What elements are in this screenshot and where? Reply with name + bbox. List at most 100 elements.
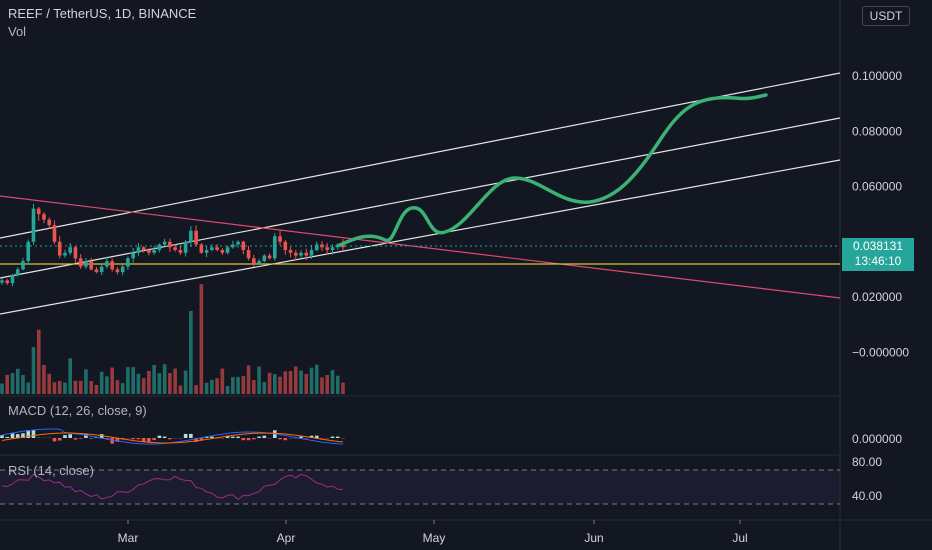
volume-group (0, 284, 345, 394)
rsi-band (0, 470, 840, 504)
candle-body (120, 266, 125, 273)
candle-body (26, 241, 31, 262)
macd-histogram-bar (283, 438, 288, 441)
candle-body (288, 250, 293, 253)
candle-body (320, 244, 324, 248)
volume-bar (89, 381, 93, 394)
volume-bar (136, 373, 141, 394)
volume-bar (157, 373, 162, 394)
macd-histogram-bar (335, 436, 340, 438)
volume-bar (47, 373, 52, 394)
macd-histogram-bar (84, 434, 88, 438)
candles-group (0, 203, 345, 287)
last-price-value: 0.038131 (852, 239, 904, 253)
candle-body (293, 252, 298, 256)
candle-body (241, 241, 246, 251)
macd-histogram-bar (5, 436, 10, 438)
candle-body (278, 236, 282, 242)
macd-histogram-bar (168, 438, 172, 440)
candle-body (162, 241, 167, 245)
candle-body (304, 252, 309, 256)
candle-body (335, 244, 340, 248)
macd-histogram-bar (309, 435, 314, 438)
time-axis: Mar Apr May Jun Jul (118, 520, 748, 545)
macd-histogram-bar (68, 434, 72, 438)
candle-body (94, 269, 99, 273)
candle-body (273, 236, 277, 259)
macd-histogram-bar (231, 436, 235, 438)
volume-bar (309, 367, 314, 394)
bar-countdown: 13:46:10 (854, 254, 902, 268)
macd-histogram-bar (115, 438, 120, 442)
candle-body (325, 247, 330, 251)
time-axis-tick: Jun (584, 531, 603, 545)
candle-body (204, 250, 209, 253)
volume-bar (236, 376, 240, 394)
time-axis-tick: Mar (118, 531, 139, 545)
volume-bar (288, 371, 293, 394)
rsi-axis-tick: 80.00 (852, 455, 882, 469)
volume-bar (94, 384, 99, 394)
rsi-axis-tick: 40.00 (852, 489, 882, 503)
macd-label: MACD (12, 26, close, 9) (8, 403, 147, 418)
candle-body (31, 208, 36, 242)
currency-button[interactable]: USDT (862, 6, 910, 26)
candle-body (147, 250, 151, 253)
volume-bar (246, 365, 251, 394)
macd-histogram-bar (257, 436, 261, 438)
macd-histogram-bar (136, 438, 141, 440)
candle-body (299, 252, 303, 256)
volume-bar (0, 383, 4, 394)
volume-bar (110, 367, 114, 394)
volume-bar (304, 374, 309, 394)
macd-histogram-bar (183, 433, 188, 438)
macd-histogram-bar (141, 438, 146, 442)
macd-histogram-bar (15, 434, 20, 438)
volume-bar (52, 382, 57, 394)
volume-bar (293, 366, 298, 394)
candle-body (252, 258, 256, 264)
last-price-tag: 0.038131 13:46:10 (842, 238, 914, 271)
candle-body (189, 230, 193, 242)
macd-histogram-bar (131, 438, 135, 440)
candle-body (215, 247, 219, 251)
volume-bar (168, 373, 172, 394)
volume-bar (78, 380, 83, 394)
macd-histogram-bar (73, 438, 78, 440)
volume-bar (199, 284, 204, 394)
candle-body (225, 247, 230, 253)
candle-body (283, 241, 288, 251)
candle-body (84, 261, 88, 267)
candle-body (141, 247, 146, 251)
macd-histogram-bar (194, 438, 198, 442)
time-axis-tick: Apr (277, 531, 296, 545)
volume-bar (120, 383, 125, 394)
macd-histogram-bar (241, 438, 246, 441)
volume-bar (225, 385, 230, 394)
volume-bar (204, 382, 209, 394)
candle-body (10, 274, 15, 284)
volume-bar (115, 380, 120, 394)
macd-histogram-bar (246, 438, 251, 441)
macd-histogram-bar (210, 436, 214, 438)
macd-histogram-bar (0, 435, 4, 438)
volume-bar (210, 379, 214, 394)
macd-histogram-bar (299, 436, 303, 438)
volume-bar (10, 373, 15, 394)
volume-bar (189, 310, 193, 394)
volume-bar (299, 370, 303, 394)
candle-body (157, 244, 162, 251)
volume-bar (26, 382, 31, 394)
volume-bar (42, 364, 46, 394)
candle-body (183, 241, 188, 253)
candle-body (199, 244, 204, 253)
volume-bar (257, 366, 261, 394)
macd-histogram-bar (52, 438, 57, 442)
candle-body (73, 247, 78, 259)
candle-body (173, 247, 177, 251)
rsi-label: RSI (14, close) (8, 463, 94, 478)
macd-histogram-bar (314, 435, 319, 438)
volume-bar (57, 380, 62, 394)
candle-body (57, 241, 62, 256)
